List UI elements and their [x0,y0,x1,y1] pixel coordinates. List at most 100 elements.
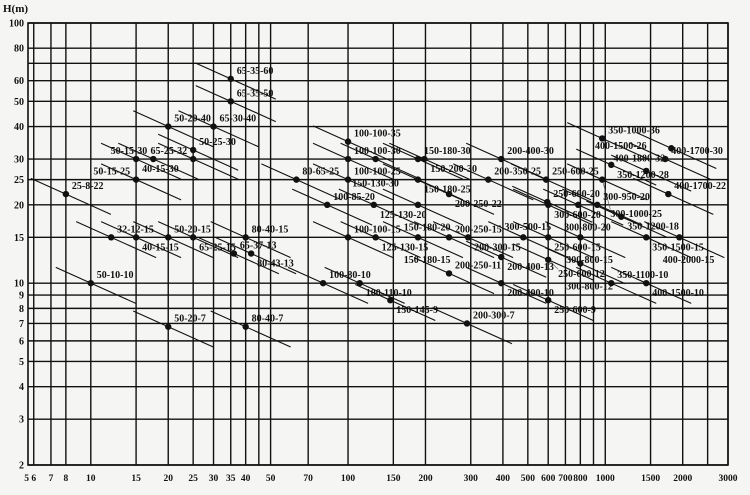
pump-model-label: 200-250-11 [455,260,501,271]
pump-model-label: 250-600-15 [554,242,601,253]
pump-curve-segment [636,132,717,170]
pump-model-label: 200-350-25 [494,167,541,178]
pump-model-label: 200-300-7 [473,310,515,321]
x-tick-label: 200 [418,474,433,484]
pump-operating-point [150,155,157,163]
pump-model-label: 100-100-35 [354,129,401,140]
y-tick-label: 4 [19,382,24,393]
pump-model-label: 300-500-15 [505,222,552,233]
pump-operating-point [445,270,453,277]
pump-curve-segment [100,221,182,259]
pump-model-label: 125-130-20 [380,210,427,221]
x-tick-label: 7 [49,474,54,484]
pump-model-label: 40-15-30 [142,164,179,175]
pump-model-label: 150-180-25 [424,185,471,196]
pump-model-label: 350-1000-36 [608,125,660,136]
pump-curve-segment [611,154,692,192]
x-tick-label: 300 [464,474,479,484]
pump-curve-segment [465,266,547,304]
pump-curve-segment [312,163,394,201]
pump-model-label: 65-30-40 [220,114,257,125]
pump-model-label: 65-37-13 [240,241,277,252]
pump-model-label: 100-100-25 [354,167,401,178]
pump-operating-point [577,260,584,267]
x-tick-label: 5 [24,474,29,484]
pump-curve-segment [340,142,421,180]
pump-model-label: 250-600-12 [558,269,605,280]
pump-model-label: 25-8-22 [72,181,104,192]
x-tick-label: 50 [266,474,276,484]
pump-curve-segment [178,110,259,148]
pump-model-label: 250-600-25 [552,167,599,178]
pump-operating-point [485,176,492,183]
pump-curve-segment [389,142,470,180]
x-tick-label: 100 [341,474,356,484]
x-tick-label: 40 [241,474,251,484]
pump-curve-segment [611,266,692,304]
y-tick-label: 50 [14,97,24,108]
pump-curve-segment [413,177,495,215]
pump-model-label: 200-400-13 [507,262,554,273]
y-tick-label: 10 [14,279,24,290]
pump-curve-segment [215,237,297,275]
pump-curve-segment [382,221,464,259]
x-tick-label: 1000 [596,474,615,484]
pump-model-label: 80-40-7 [252,314,284,325]
pump-operating-point [165,323,172,330]
pump-operating-point [545,256,552,263]
pump-curve-segment [512,243,594,281]
pump-operating-point [247,250,255,257]
pump-operating-point [498,155,505,163]
pump-model-label: 300-1000-25 [610,209,662,220]
pump-model-label: 50-15-30 [111,146,148,157]
pump-curve-segment [413,221,495,259]
pump-curve-segment [312,142,394,180]
x-tick-label: 800 [573,474,588,484]
pump-curve-layer [30,62,725,348]
pump-curve-segment [133,221,214,259]
pump-operating-point [87,279,94,287]
pump-operating-point [132,234,140,241]
pump-operating-point [414,201,422,209]
pump-model-label: 32-12-15 [117,224,154,235]
pump-model-label: 250-600-20 [553,189,600,200]
pump-curve-segment [630,142,711,180]
pump-operating-point [372,155,379,163]
pump-curve-segment [512,221,594,259]
pump-curve-segment [261,163,342,201]
x-tick-label: 70 [303,474,313,484]
pump-operating-point [227,75,234,83]
pump-curve-segment [195,62,276,100]
x-tick-label: 3000 [719,474,738,484]
pump-model-label: 350-1200-28 [617,170,669,181]
pump-curve-segment [55,266,137,304]
pump-model-label: 150-200-30 [430,164,477,175]
y-tick-label: 8 [19,304,24,315]
pump-operating-point [210,123,217,130]
pump-curve-segment [291,188,373,226]
pump-operating-point [414,176,422,183]
y-tick-label: 7 [19,319,24,330]
pump-curve-segment [210,221,291,259]
pump-operating-point [608,279,615,287]
pump-operating-point [594,201,601,209]
pump-curve-segment [431,307,513,345]
pump-operating-point [324,201,331,209]
pump-operating-point [344,138,352,145]
x-tick-label: 6 [31,474,36,484]
pump-curve-segment [512,185,593,223]
pump-operating-point [676,234,683,241]
pump-model-label: 125-130-15 [382,242,429,253]
pump-curve-segment [118,142,199,180]
pump-model-label: 300-800-20 [564,223,611,234]
pump-model-label: 65-25-15 [199,242,236,253]
pump-operating-point [344,155,352,163]
pump-model-label: 400-1500-10 [652,288,704,299]
pump-operating-point [662,155,669,163]
pump-model-label: 80-65-25 [302,167,339,178]
y-tick-label: 25 [14,175,24,186]
pump-operating-point [387,296,394,304]
pump-operating-point [577,234,584,241]
y-tick-label: 6 [19,336,24,347]
y-tick-label: 30 [14,155,24,166]
